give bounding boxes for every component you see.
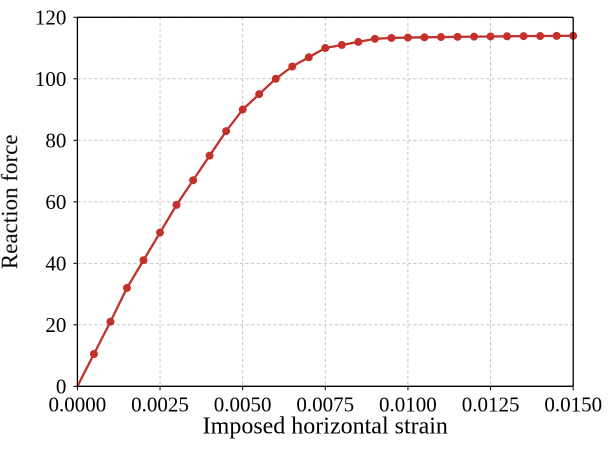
svg-text:40: 40 xyxy=(45,252,66,276)
svg-text:60: 60 xyxy=(45,190,66,214)
svg-text:20: 20 xyxy=(45,313,66,337)
svg-text:0.0025: 0.0025 xyxy=(131,392,189,416)
svg-text:120: 120 xyxy=(35,6,67,30)
svg-text:Imposed horizontal strain: Imposed horizontal strain xyxy=(203,413,448,439)
svg-text:0.0125: 0.0125 xyxy=(462,392,520,416)
svg-text:0.0150: 0.0150 xyxy=(544,392,602,416)
svg-text:100: 100 xyxy=(35,67,67,91)
svg-text:80: 80 xyxy=(45,129,66,153)
svg-text:Reaction force: Reaction force xyxy=(0,134,22,269)
svg-text:0.0000: 0.0000 xyxy=(49,392,107,416)
